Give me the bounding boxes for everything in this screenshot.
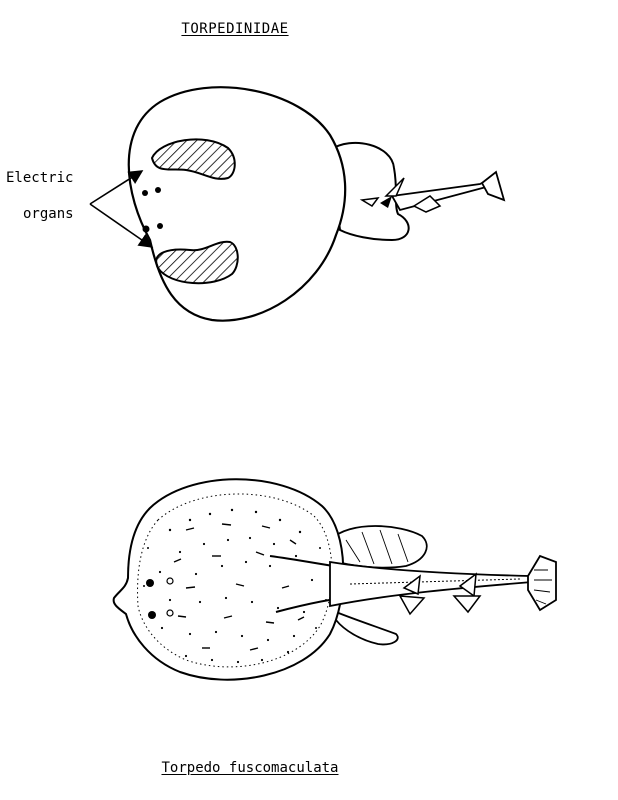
schematic-tail xyxy=(390,178,492,212)
disc-mottling xyxy=(173,523,305,651)
fuscomaculata-eyes xyxy=(146,577,174,619)
electric-organ-upper xyxy=(150,138,236,180)
torpedo-fuscomaculata-drawing xyxy=(112,478,557,681)
family-title: TORPEDINIDAE xyxy=(181,21,289,37)
annotation-label-line2: organs xyxy=(23,206,74,222)
schematic-eyes xyxy=(142,187,163,233)
species-caption: Torpedo fuscomaculata xyxy=(161,760,339,776)
speckled-disc xyxy=(112,478,345,681)
annotation-arrows xyxy=(89,170,154,248)
fuscomaculata-caudal-fin xyxy=(527,554,557,612)
fuscomaculata-tail xyxy=(329,560,534,608)
schematic-pelvic-fins xyxy=(328,141,410,242)
electric-organ-lower xyxy=(155,240,239,285)
pelvic-fin-lower xyxy=(335,610,399,646)
schematic-ray xyxy=(89,86,506,322)
pelvic-fin-upper xyxy=(329,525,428,569)
schematic-caudal-fin xyxy=(480,170,506,202)
annotation-label-line1: Electric xyxy=(6,170,74,186)
schematic-disc xyxy=(127,86,347,322)
